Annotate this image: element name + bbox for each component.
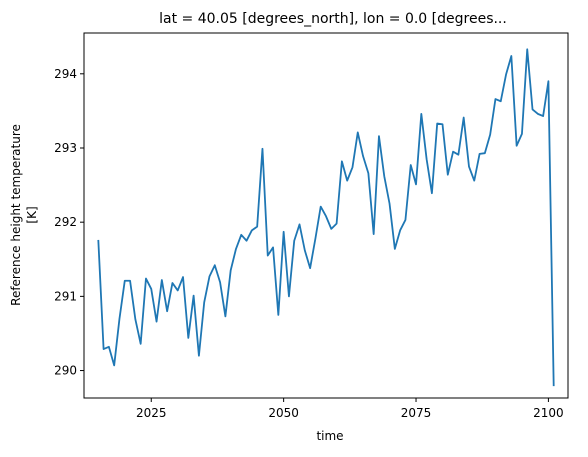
y-axis-label-line-1: Reference height temperature bbox=[9, 124, 23, 306]
y-tick-label: 292 bbox=[54, 215, 77, 229]
x-tick-label: 2050 bbox=[268, 406, 299, 420]
x-tick-label: 2100 bbox=[533, 406, 564, 420]
chart-title: lat = 40.05 [degrees_north], lon = 0.0 [… bbox=[159, 11, 507, 27]
y-tick-label: 294 bbox=[54, 67, 77, 81]
y-tick-label: 291 bbox=[54, 289, 77, 303]
y-axis-label-line-2: [K] bbox=[25, 206, 39, 223]
x-tick-label: 2075 bbox=[401, 406, 432, 420]
x-axis-label: time bbox=[316, 429, 343, 443]
plot-area: 2025 2050 2075 2100 290 291 292 293 294 bbox=[54, 32, 569, 420]
plot-frame bbox=[83, 32, 569, 399]
y-tick-label: 290 bbox=[54, 364, 77, 378]
y-axis-label-group: Reference height temperature [K] bbox=[9, 124, 39, 306]
x-tick-label: 2025 bbox=[136, 406, 167, 420]
series-line-0 bbox=[97, 48, 555, 387]
y-tick-label: 293 bbox=[54, 141, 77, 155]
